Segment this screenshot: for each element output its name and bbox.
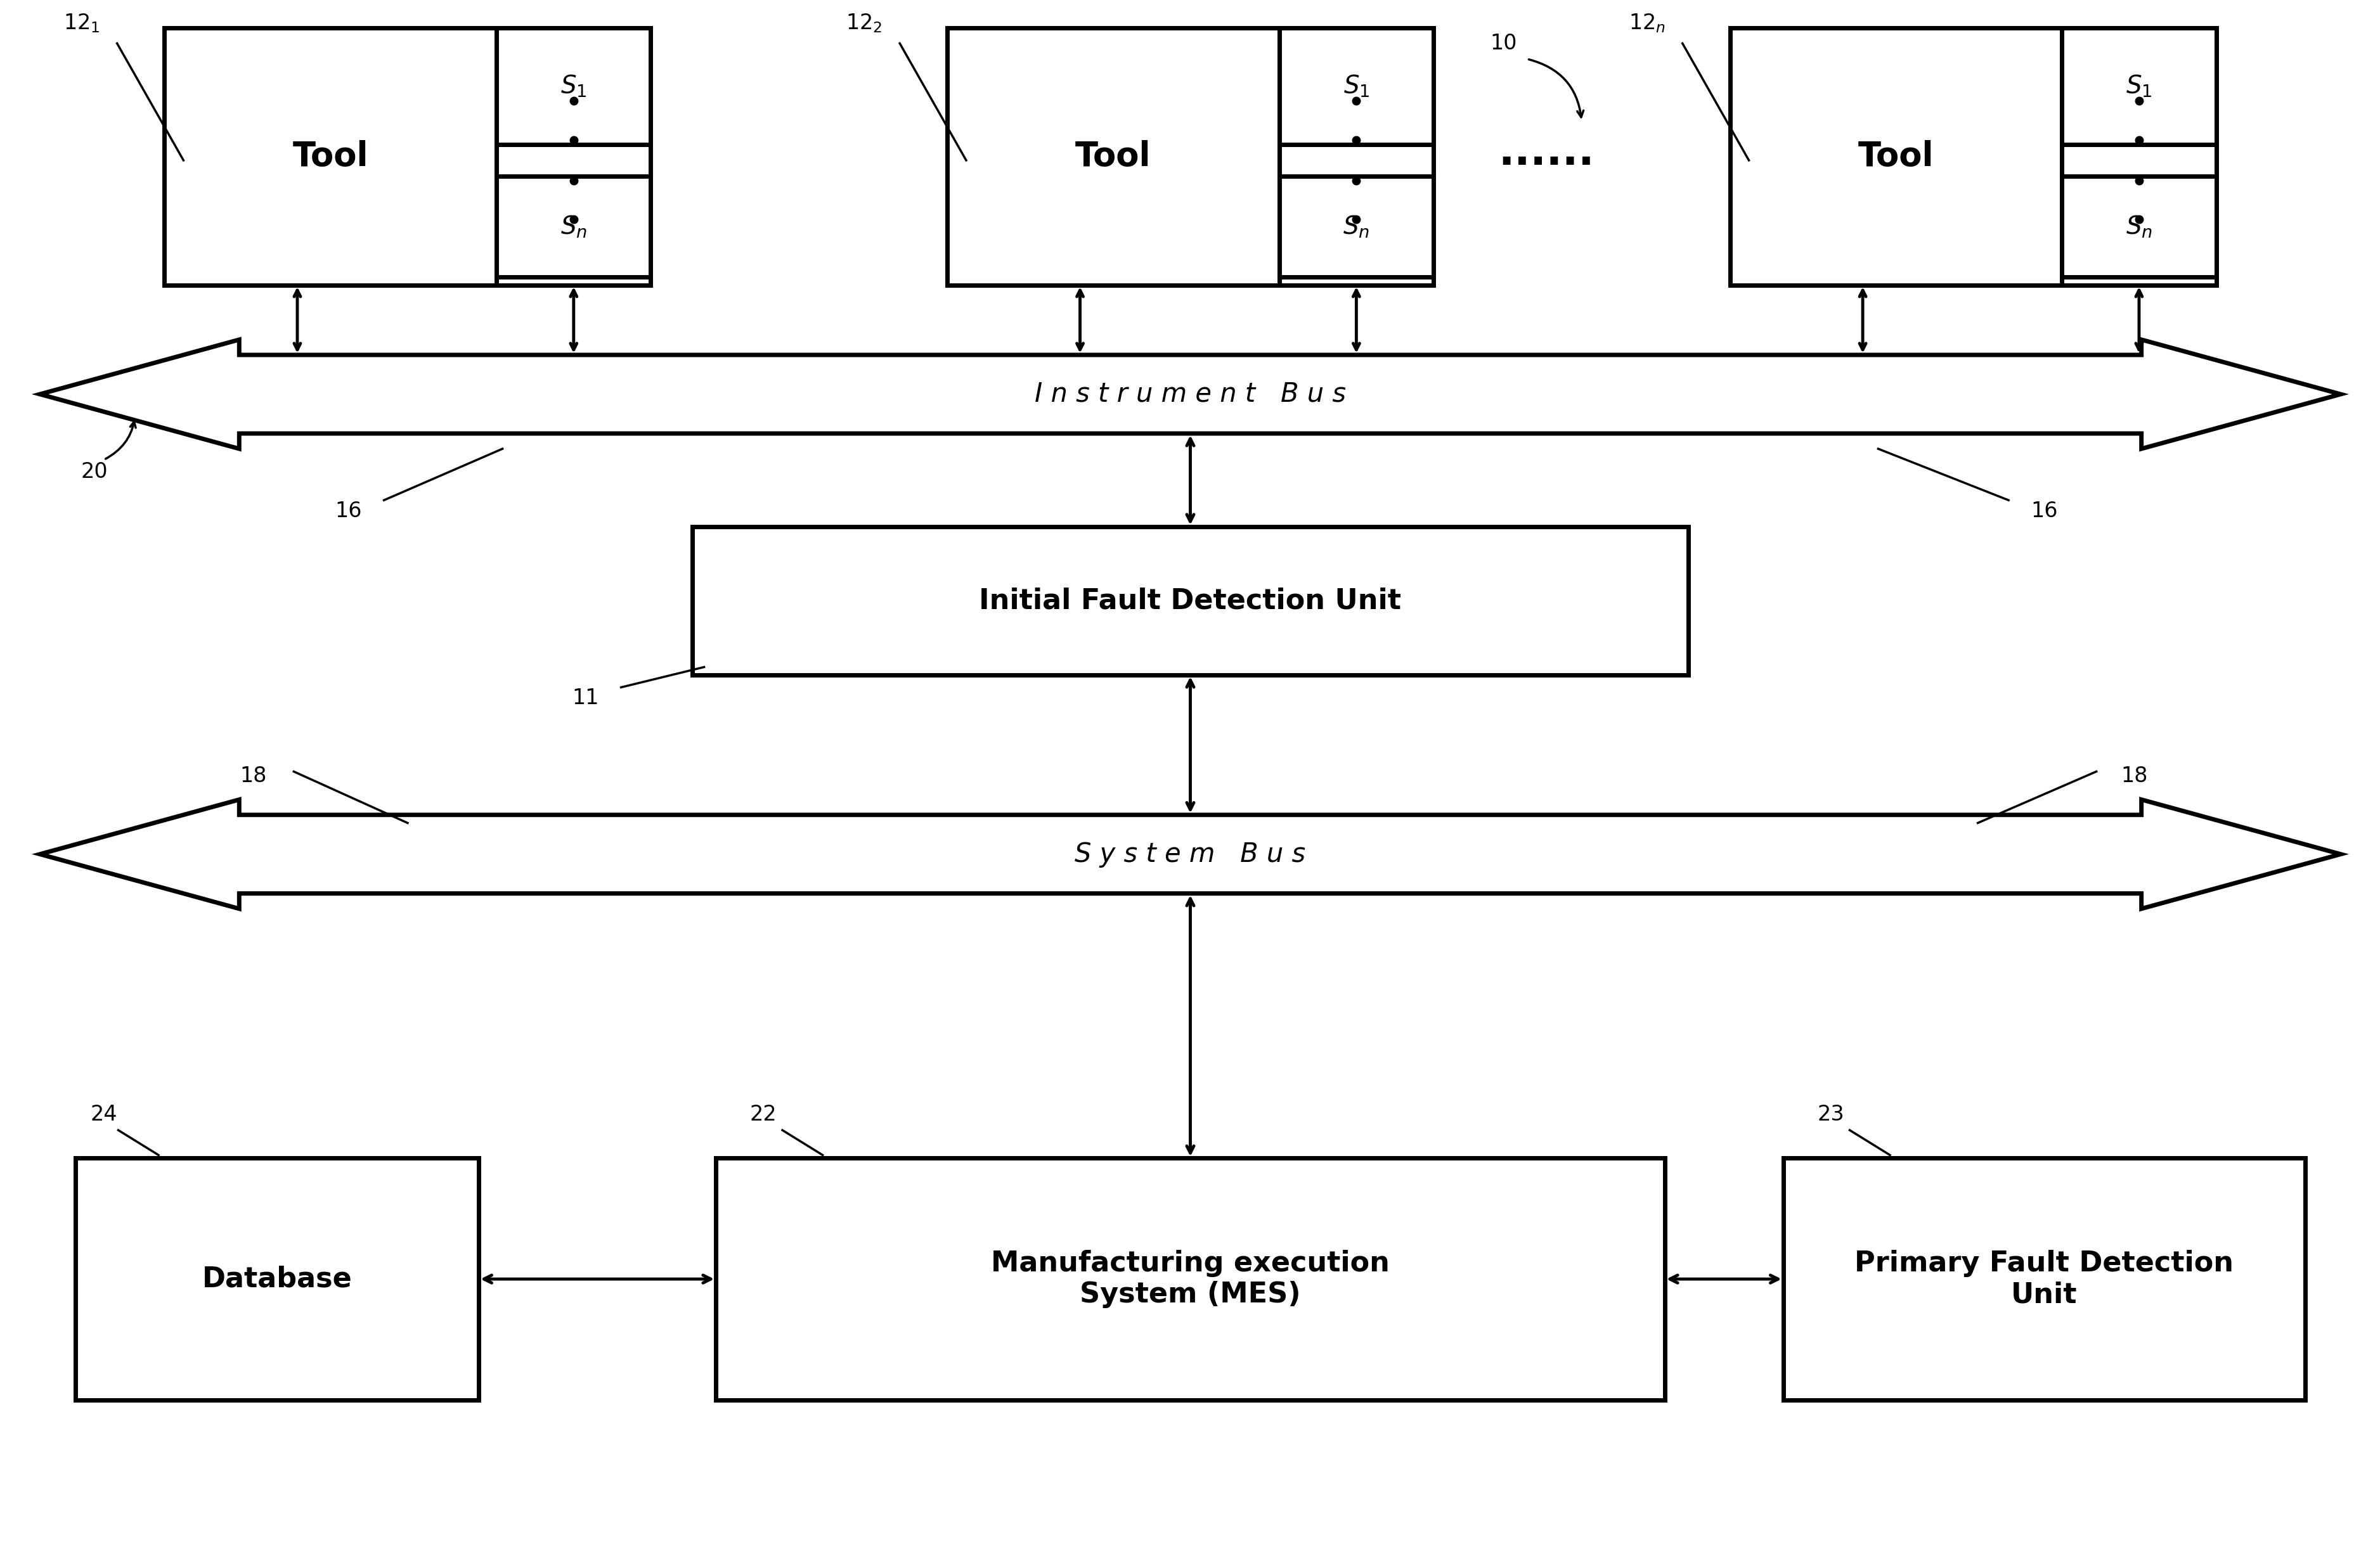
Bar (497, 28, 650, 285)
Text: 12$_n$: 12$_n$ (1628, 13, 1666, 34)
Text: Database: Database (202, 1265, 352, 1292)
Bar (1730, 28, 2061, 285)
Text: Tool: Tool (1076, 140, 1152, 172)
Text: $S_1$: $S_1$ (2125, 74, 2152, 99)
Text: 12$_1$: 12$_1$ (64, 13, 100, 34)
Text: 11: 11 (571, 688, 600, 709)
Text: ......: ...... (1497, 132, 1595, 174)
Bar (947, 28, 1278, 285)
Text: $S_n$: $S_n$ (2125, 213, 2152, 240)
Text: Initial Fault Detection Unit: Initial Fault Detection Unit (978, 586, 1402, 615)
Text: $S_1$: $S_1$ (1342, 74, 1368, 99)
Text: 22: 22 (750, 1104, 776, 1124)
Bar (497, 28, 650, 144)
Text: $S_1$: $S_1$ (559, 74, 585, 99)
Bar (2061, 176, 2216, 278)
Bar (497, 176, 650, 278)
Text: Tool: Tool (1856, 140, 1933, 172)
Bar (1783, 1159, 2304, 1400)
Bar (1278, 176, 1433, 278)
Text: $S_n$: $S_n$ (1342, 213, 1368, 240)
Text: Manufacturing execution
System (MES): Manufacturing execution System (MES) (990, 1250, 1390, 1308)
Bar (1278, 28, 1433, 285)
Text: I n s t r u m e n t   B u s: I n s t r u m e n t B u s (1035, 381, 1345, 408)
Text: Tool: Tool (293, 140, 369, 172)
Bar (2061, 28, 2216, 285)
Bar (76, 1159, 478, 1400)
Text: 24: 24 (90, 1104, 117, 1124)
Text: 18: 18 (240, 765, 267, 787)
Bar (1278, 28, 1433, 144)
Bar (716, 1159, 1664, 1400)
Text: 20: 20 (81, 461, 107, 483)
Text: 16: 16 (336, 500, 362, 522)
Text: 18: 18 (2121, 765, 2147, 787)
Bar (164, 28, 497, 285)
Bar (2061, 28, 2216, 144)
Text: 16: 16 (2030, 500, 2056, 522)
Polygon shape (40, 340, 2340, 448)
Text: $S_n$: $S_n$ (559, 213, 588, 240)
Text: 12$_2$: 12$_2$ (845, 13, 883, 34)
Text: 23: 23 (1816, 1104, 1845, 1124)
Text: 10: 10 (1490, 33, 1516, 53)
Polygon shape (40, 800, 2340, 909)
Text: Primary Fault Detection
Unit: Primary Fault Detection Unit (1854, 1250, 2232, 1308)
Text: S y s t e m   B u s: S y s t e m B u s (1076, 840, 1304, 867)
Bar (693, 527, 1687, 674)
